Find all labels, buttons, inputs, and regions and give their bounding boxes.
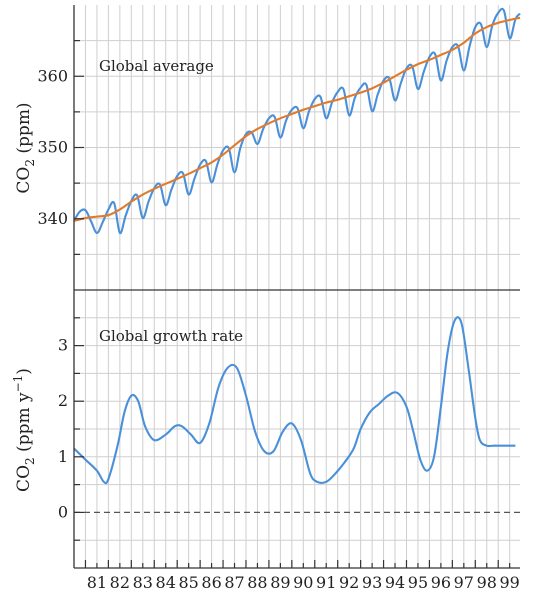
top-y-tick-label: 340 [37,209,68,228]
x-tick-label: 87 [224,573,244,592]
x-tick-label: 96 [431,573,451,592]
top-panel-ylabel: CO2 (ppm) [14,102,37,193]
axis-ticks [74,40,511,568]
top-panel-series [73,7,521,235]
x-tick-label: 91 [316,573,336,592]
x-tick-label: 89 [270,573,290,592]
x-tick-label: 93 [362,573,382,592]
bottom-panel-series [73,316,516,485]
x-tick-label: 94 [385,573,405,592]
x-tick-label: 81 [87,573,107,592]
bottom-panel-annotation: Global growth rate [99,327,243,345]
x-tick-label: 90 [293,573,313,592]
top-y-tick-label: 360 [37,66,68,85]
seasonal-series-line [73,7,521,235]
x-tick-label: 83 [133,573,153,592]
x-tick-label: 88 [247,573,267,592]
trend-series-line [73,16,521,222]
bottom-panel-ylabel: CO2 (ppm y−1) [11,368,37,492]
x-tick-label: 84 [156,573,176,592]
top-panel-grid [74,5,520,290]
x-tick-label: 97 [454,573,474,592]
axes-frame [73,5,520,569]
bottom-y-tick-label: 0 [58,502,68,521]
x-tick-label: 86 [201,573,221,592]
growth-rate-series-line [73,316,516,485]
top-panel-annotation: Global average [99,57,214,75]
x-tick-label: 85 [178,573,198,592]
bottom-y-tick-label: 2 [58,391,68,410]
bottom-y-tick-label: 3 [58,336,68,355]
x-tick-label: 95 [408,573,428,592]
top-y-tick-label: 350 [37,138,68,157]
x-tick-label: 98 [477,573,497,592]
x-tick-label: 82 [110,573,130,592]
bottom-y-tick-label: 1 [58,447,68,466]
x-tick-label: 99 [500,573,520,592]
x-tick-label: 92 [339,573,359,592]
bottom-panel-grid [74,290,520,568]
